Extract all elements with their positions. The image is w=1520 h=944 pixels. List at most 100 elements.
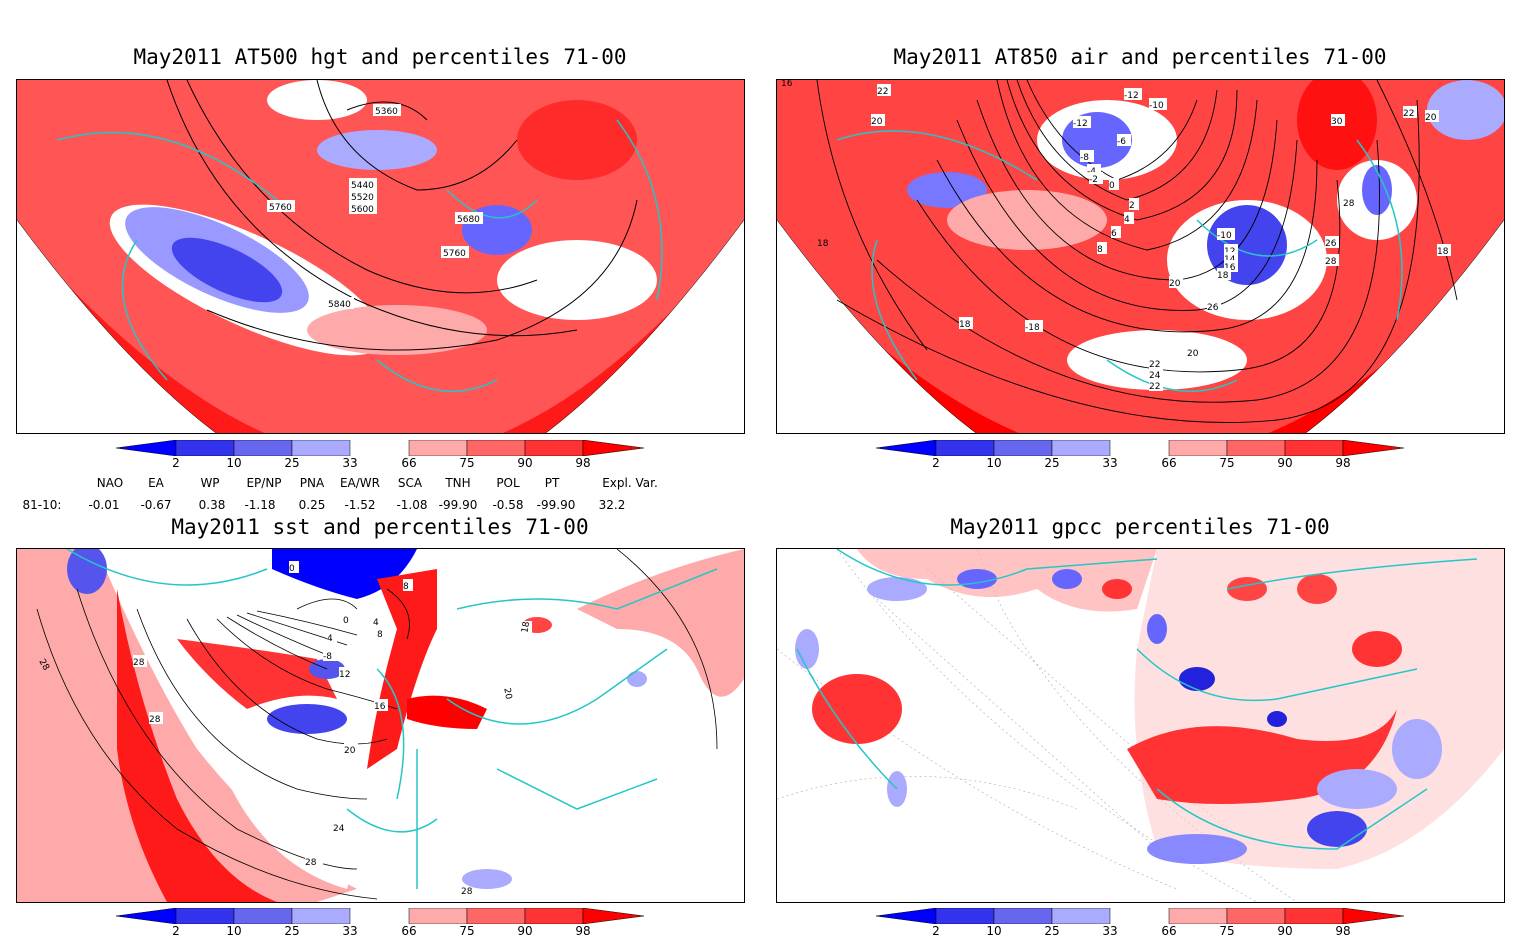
map-panel-at500-hgt: 5360 5440 5520 5600 5680 5760 5760 5840	[16, 79, 745, 434]
colorbar-label: 2	[172, 924, 180, 938]
contour-label: 16	[781, 80, 793, 89]
colorbar-label: 75	[459, 924, 475, 938]
contour-label: -12	[1124, 91, 1139, 101]
colorbar-label: 98	[1335, 924, 1351, 938]
colorbar-label: 90	[517, 924, 533, 938]
contour-label: 8	[403, 582, 409, 592]
contour-label: 30	[1331, 117, 1343, 127]
index-value: -0.67	[140, 498, 172, 512]
contour-label: 5680	[457, 215, 480, 225]
contour-label: -10	[1217, 231, 1232, 241]
colorbar-label: 33	[342, 456, 358, 470]
contour-label: 5840	[328, 300, 351, 310]
index-header: WP	[200, 476, 220, 490]
contour-label: 22	[1149, 360, 1160, 370]
contour-label: 0	[289, 564, 295, 574]
contour-label: 28	[149, 715, 161, 725]
panel2-title: May2011 AT850 air and percentiles 71-00	[893, 45, 1387, 69]
map1-svg: 5360 5440 5520 5600 5680 5760 5760 5840	[17, 80, 744, 433]
colorbar-label: 33	[1102, 456, 1118, 470]
colorbar-label: 75	[1219, 924, 1235, 938]
index-value: -1.52	[344, 498, 376, 512]
contour-label: 16	[374, 702, 386, 712]
index-header: EA/WR	[339, 476, 381, 490]
contour-label: 18	[817, 239, 829, 249]
colorbar-label: 90	[1277, 924, 1293, 938]
contour-label: 28	[133, 658, 145, 668]
index-header: EA	[148, 476, 164, 490]
contour-label: 26	[1207, 303, 1219, 313]
index-value: -0.01	[88, 498, 120, 512]
contour-label: 6	[1111, 229, 1117, 239]
contour-label: 20	[871, 117, 883, 127]
contour-label: 28	[1325, 257, 1337, 267]
index-value: -1.08	[396, 498, 428, 512]
index-header: PT	[544, 476, 560, 490]
contour-label: 22	[1403, 109, 1414, 119]
contour-label: 20	[344, 746, 356, 756]
contour-label: 12	[339, 670, 350, 680]
contour-label: 20	[1187, 349, 1199, 359]
colorbar-panel4: 2 10 25 33 66 75 90 98	[875, 907, 1405, 944]
map-panel-sst: 0 4 8 0 4 8 -8 12 16 20 24 28 28 28 28 1…	[16, 548, 745, 903]
colorbar-svg	[115, 907, 645, 925]
contour-label: 24	[333, 824, 345, 834]
colorbar-panel3: 2 10 25 33 66 75 90 98	[115, 907, 645, 944]
map3-svg: 0 4 8 0 4 8 -8 12 16 20 24 28 28 28 28 1…	[17, 549, 744, 902]
colorbar-label: 98	[575, 456, 591, 470]
panel3-title: May2011 sst and percentiles 71-00	[171, 515, 589, 539]
colorbar-label: 10	[986, 924, 1002, 938]
index-value: -99.90	[536, 498, 576, 512]
contour-label: 28	[305, 858, 317, 868]
contour-label: 20	[1169, 279, 1181, 289]
contour-label: 5760	[443, 249, 466, 259]
colorbar-label: 90	[517, 456, 533, 470]
contour-label: 8	[1097, 245, 1103, 255]
index-value: -99.90	[438, 498, 478, 512]
panel4-title: May2011 gpcc percentiles 71-00	[950, 515, 1330, 539]
colorbar-label: 75	[1219, 456, 1235, 470]
contour-label: 8	[377, 630, 383, 640]
colorbar-svg	[115, 439, 645, 457]
colorbar-label: 98	[1335, 456, 1351, 470]
contour-label: 4	[373, 618, 379, 628]
map-panel-at850-air: 16 22 20 18 -12 -10 -12 -8 -6 -4 -2 0 2 …	[776, 79, 1505, 434]
contour-label: 4	[1124, 215, 1130, 225]
index-value: 0.38	[198, 498, 226, 512]
contour-label: -2	[1089, 175, 1098, 185]
contour-label: 18	[959, 320, 971, 330]
contour-label: 5440	[351, 181, 374, 191]
index-value: -1.18	[244, 498, 276, 512]
index-value-row: 81-10: -0.01 -0.67 0.38 -1.18 0.25 -1.52…	[0, 498, 760, 514]
contour-label: 24	[1149, 371, 1161, 381]
index-row-label: 81-10:	[22, 498, 62, 512]
colorbar-label: 2	[172, 456, 180, 470]
contour-label: 5360	[375, 107, 398, 117]
colorbar-svg	[875, 907, 1405, 925]
index-value: -0.58	[492, 498, 524, 512]
colorbar-label: 25	[1044, 924, 1060, 938]
colorbar-label: 2	[932, 456, 940, 470]
colorbar-label: 10	[226, 924, 242, 938]
index-header: EP/NP	[246, 476, 282, 490]
colorbar-label: 66	[1161, 924, 1177, 938]
contour-label: -6	[1117, 137, 1126, 147]
colorbar-label: 10	[986, 456, 1002, 470]
contour-label: 20	[1425, 113, 1437, 123]
colorbar-label: 25	[1044, 456, 1060, 470]
contour-label: 5600	[351, 205, 374, 215]
colorbar-label: 90	[1277, 456, 1293, 470]
contour-label: 22	[877, 87, 888, 97]
colorbar-label: 33	[342, 924, 358, 938]
map-panel-gpcc	[776, 548, 1505, 903]
contour-label: 5760	[269, 203, 292, 213]
contour-label: 18	[520, 621, 532, 634]
contour-label: 20	[501, 687, 513, 700]
contour-label: 0	[343, 616, 349, 626]
contour-label: -18	[1025, 323, 1040, 333]
index-header: PNA	[299, 476, 325, 490]
colorbar-panel1: 2 10 25 33 66 75 90 98	[115, 439, 645, 476]
index-header: POL	[496, 476, 520, 490]
contour-label: 28	[1343, 199, 1355, 209]
contour-label: 18	[1437, 247, 1449, 257]
